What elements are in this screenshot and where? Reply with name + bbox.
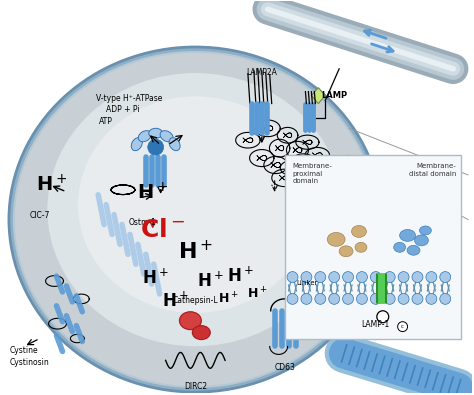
Text: LAMP: LAMP — [321, 91, 347, 100]
Ellipse shape — [329, 218, 359, 241]
Ellipse shape — [327, 232, 345, 246]
Text: ATP: ATP — [99, 117, 113, 126]
Text: H$^+$: H$^+$ — [247, 287, 268, 302]
Text: ADP + Pi: ADP + Pi — [106, 105, 140, 115]
Text: fusion with PM
exocytosis: fusion with PM exocytosis — [306, 301, 362, 320]
Circle shape — [315, 293, 326, 304]
Circle shape — [377, 311, 389, 323]
Circle shape — [329, 272, 340, 282]
Circle shape — [329, 293, 340, 304]
Text: Cl$^-$: Cl$^-$ — [140, 218, 185, 243]
Circle shape — [426, 272, 437, 282]
Circle shape — [440, 272, 451, 282]
Ellipse shape — [13, 51, 378, 388]
Circle shape — [301, 293, 312, 304]
Text: Cystinosin: Cystinosin — [10, 358, 50, 367]
Ellipse shape — [339, 246, 353, 257]
Text: H$^+$: H$^+$ — [137, 182, 168, 204]
Text: Membrane-
proximal
domain: Membrane- proximal domain — [292, 163, 332, 184]
Circle shape — [356, 272, 367, 282]
Text: Ostm-1: Ostm-1 — [129, 218, 157, 226]
Text: H$^+$: H$^+$ — [197, 272, 224, 291]
Circle shape — [398, 322, 408, 331]
Text: H$^+$: H$^+$ — [36, 175, 67, 196]
Text: H$^+$: H$^+$ — [142, 269, 169, 288]
Circle shape — [398, 293, 409, 304]
Circle shape — [370, 293, 381, 304]
Circle shape — [343, 293, 354, 304]
Text: H$^+$: H$^+$ — [218, 292, 238, 307]
Text: Membrane-
distal domain: Membrane- distal domain — [409, 163, 456, 177]
Polygon shape — [311, 88, 325, 103]
Ellipse shape — [414, 235, 428, 246]
Circle shape — [440, 293, 451, 304]
Circle shape — [301, 272, 312, 282]
Circle shape — [287, 272, 298, 282]
Ellipse shape — [419, 226, 431, 235]
Text: H$^+$: H$^+$ — [227, 267, 254, 286]
Ellipse shape — [345, 208, 369, 226]
Circle shape — [384, 272, 395, 282]
Circle shape — [343, 272, 354, 282]
Circle shape — [426, 293, 437, 304]
Text: H$^+$: H$^+$ — [178, 240, 213, 263]
Circle shape — [384, 293, 395, 304]
Text: CD63: CD63 — [274, 363, 295, 372]
Ellipse shape — [352, 226, 366, 237]
Ellipse shape — [192, 325, 210, 340]
Ellipse shape — [47, 73, 343, 346]
Text: Cathepsin-L: Cathepsin-L — [173, 296, 218, 305]
Text: LAMP2A: LAMP2A — [246, 68, 277, 77]
Ellipse shape — [160, 131, 173, 142]
Text: Cystine: Cystine — [10, 346, 38, 356]
Ellipse shape — [407, 245, 420, 255]
Ellipse shape — [149, 128, 163, 138]
Text: LIMP-2/SCARB2: LIMP-2/SCARB2 — [374, 304, 440, 313]
Text: Linker: Linker — [297, 280, 318, 286]
Ellipse shape — [15, 53, 376, 386]
Ellipse shape — [138, 131, 151, 142]
Text: ClC-7: ClC-7 — [30, 211, 50, 220]
Text: β-glucocerebrosidase: β-glucocerebrosidase — [367, 208, 449, 217]
Ellipse shape — [78, 96, 313, 313]
Circle shape — [412, 272, 423, 282]
Text: DIRC2: DIRC2 — [184, 382, 207, 391]
Ellipse shape — [9, 47, 382, 392]
Circle shape — [398, 272, 409, 282]
Ellipse shape — [355, 243, 367, 252]
FancyBboxPatch shape — [284, 155, 461, 339]
Circle shape — [287, 293, 298, 304]
Circle shape — [412, 293, 423, 304]
Ellipse shape — [400, 229, 416, 241]
Circle shape — [356, 293, 367, 304]
Circle shape — [315, 272, 326, 282]
Circle shape — [370, 272, 381, 282]
Text: c: c — [401, 324, 404, 329]
Text: H$^+$: H$^+$ — [162, 292, 189, 311]
Ellipse shape — [169, 138, 180, 150]
Circle shape — [148, 139, 164, 155]
Ellipse shape — [180, 312, 201, 329]
Ellipse shape — [131, 138, 142, 150]
Ellipse shape — [394, 243, 406, 252]
Text: LAMP-1: LAMP-1 — [362, 320, 390, 329]
Text: V-type H⁺-ATPase: V-type H⁺-ATPase — [96, 94, 163, 103]
